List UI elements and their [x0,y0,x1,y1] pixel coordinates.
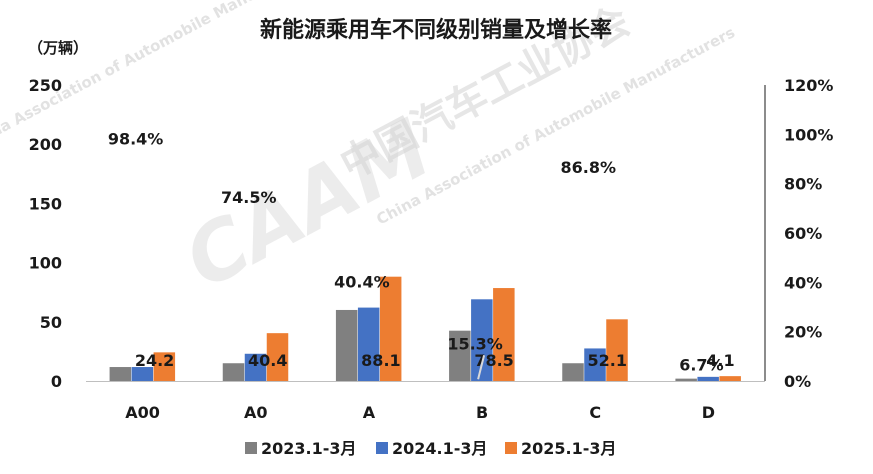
bar-2-A [357,307,380,381]
right-tick-label: 100% [784,125,833,144]
growth-labels: 98.4% 74.5% 40.4% 15.3% 86.8% 6.7% [108,129,724,380]
bar-3-D [719,376,741,381]
legend-label: 2023.1-3月 [261,439,357,458]
category-label: C [589,403,601,422]
bar-1-C [562,363,584,381]
left-tick-label: 100 [29,254,62,273]
category-label: A0 [244,403,268,422]
bar-2-B [471,299,493,381]
legend-swatch [245,442,257,454]
bar-1-A00 [109,367,132,381]
bar-3-B [493,288,515,381]
bar-3-C [606,319,628,381]
growth-rate-label: 98.4% [108,129,164,148]
left-tick-label: 150 [29,194,62,213]
growth-rate-label: 6.7% [679,355,723,374]
bar-1-A0 [222,363,245,381]
category-label: D [702,403,715,422]
category-label: A00 [125,403,160,422]
bar-2-C [584,348,606,381]
data-label: 52.1 [588,351,627,370]
bar-1-B [449,330,471,381]
growth-leader-line [477,355,486,380]
right-tick-label: 60% [784,224,822,243]
bar-2-A0 [244,353,267,381]
bar-1-A [335,309,358,381]
legend-swatch [505,442,517,454]
legend-label: 2024.1-3月 [392,439,488,458]
legend-label: 2025.1-3月 [521,439,617,458]
legend: 2023.1-3月 2024.1-3月 2025.1-3月 [245,439,617,458]
category-labels: A00 A0 A B C D [125,403,715,422]
bar-2-D [697,376,719,381]
left-axis: 250 200 150 100 50 0 [29,76,62,391]
left-tick-label: 250 [29,76,62,95]
growth-rate-label: 74.5% [221,188,277,207]
right-tick-label: 120% [784,76,833,95]
watermark: 中国汽车工业协会 China Association of Automobile… [0,0,738,307]
chart-title: 新能源乘用车不同级别销量及增长率 [260,17,612,43]
category-label: A [363,403,376,422]
right-tick-label: 40% [784,273,822,292]
data-label: 4.1 [706,351,734,370]
right-tick-label: 0% [784,372,811,391]
legend-swatch [376,442,388,454]
watermark-logo: CAAM [170,102,445,307]
left-tick-label: 200 [29,135,62,154]
right-tick-label: 20% [784,323,822,342]
left-tick-label: 50 [40,313,62,332]
data-label: 40.4 [248,351,287,370]
category-label: B [476,403,488,422]
growth-rate-label: 15.3% [447,334,503,353]
growth-rate-label: 40.4% [334,272,390,291]
right-axis: 120% 100% 80% 60% 40% 20% 0% [784,76,833,391]
data-label: 88.1 [361,351,400,370]
bars [109,276,741,381]
y-axis-unit: （万辆） [28,39,88,57]
left-tick-label: 0 [51,372,62,391]
data-labels: 24.2 40.4 88.1 78.5 52.1 4.1 [135,351,735,370]
growth-rate-label: 86.8% [560,158,616,177]
data-label: 24.2 [135,351,174,370]
bar-2-A00 [131,367,154,381]
bar-3-A [379,276,402,381]
bar-3-A00 [153,352,176,381]
bar-3-A0 [266,333,289,381]
bar-1-D [675,378,697,381]
right-tick-label: 80% [784,175,822,194]
